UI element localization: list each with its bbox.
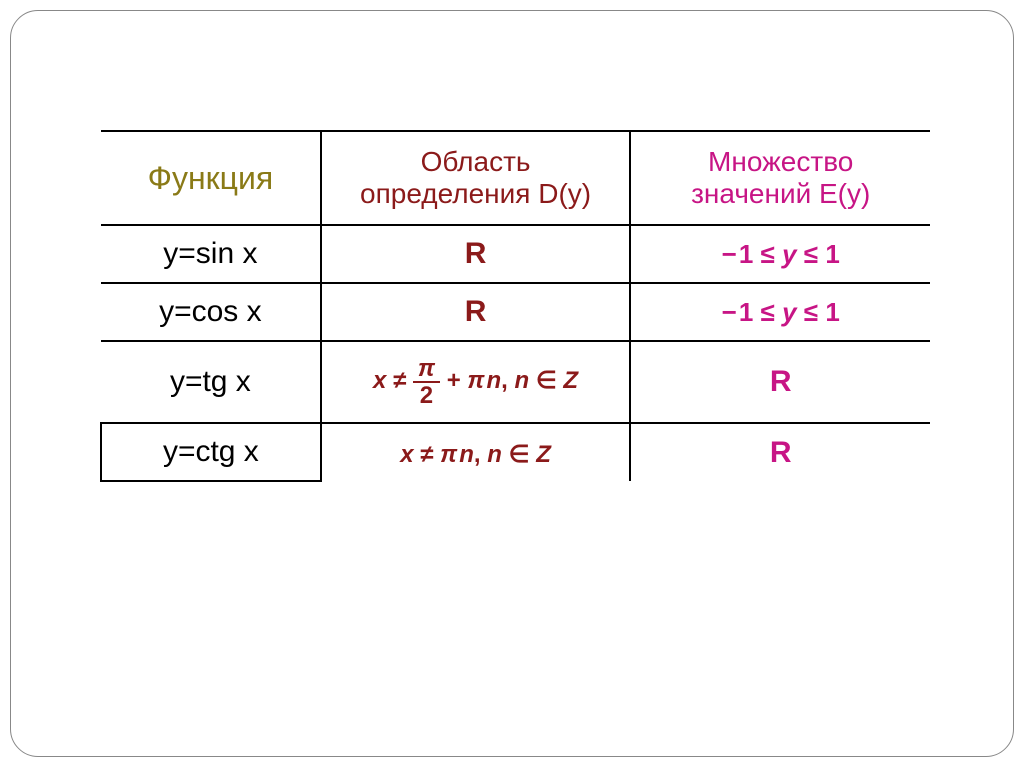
plus-sign: + <box>447 367 461 394</box>
domain-sin-value: R <box>465 237 487 270</box>
in-sign: ∈ <box>536 367 557 394</box>
col-header-domain: Область определения D(y) <box>321 131 631 225</box>
trig-functions-table: Функция Область определения D(y) Множест… <box>100 130 930 482</box>
table-row: y=ctg x x ≠ π n, n ∈ Z R <box>101 423 930 481</box>
var-x: x <box>373 367 386 394</box>
func-ctg-label: y=ctg x <box>163 435 259 468</box>
var-y: y <box>782 239 796 269</box>
le-sign: ≤ <box>761 297 775 327</box>
table-row: y=cos x R − 1 ≤ y ≤ 1 <box>101 283 930 341</box>
table-row: y=sin x R − 1 ≤ y ≤ 1 <box>101 225 930 283</box>
col-header-function-label: Функция <box>148 160 274 196</box>
table-row: y=tg x x ≠ π 2 + π n, n ∈ Z R <box>101 341 930 423</box>
le-sign: ≤ <box>804 297 818 327</box>
cell-domain-cos: R <box>321 283 631 341</box>
pi: π <box>413 356 440 383</box>
le-sign: ≤ <box>761 239 775 269</box>
cell-range-cos: − 1 ≤ y ≤ 1 <box>630 283 930 341</box>
col-header-domain-line1: Область <box>322 146 630 178</box>
set-z: Z <box>536 441 551 468</box>
one: 1 <box>739 239 753 269</box>
var-n: n <box>459 441 474 468</box>
domain-cos-value: R <box>465 295 487 328</box>
col-header-range-line2: значений E(y) <box>631 178 930 210</box>
two: 2 <box>413 383 440 408</box>
var-n: n <box>487 441 502 468</box>
comma: , <box>474 441 481 468</box>
col-header-function: Функция <box>101 131 321 225</box>
range-ctg-value: R <box>770 436 792 469</box>
table-header-row: Функция Область определения D(y) Множест… <box>101 131 930 225</box>
func-tg-label: y=tg x <box>170 365 251 398</box>
in-sign: ∈ <box>509 441 530 468</box>
range-sin-expr: − 1 ≤ y ≤ 1 <box>722 239 840 269</box>
var-x: x <box>400 441 413 468</box>
cell-func-ctg: y=ctg x <box>101 423 321 481</box>
domain-tg-expr: x ≠ π 2 + π n, n ∈ Z <box>373 367 578 394</box>
func-sin-label: y=sin x <box>163 237 257 270</box>
cell-func-tg: y=tg x <box>101 341 321 423</box>
one: 1 <box>825 239 839 269</box>
func-cos-label: y=cos x <box>159 295 262 328</box>
one: 1 <box>739 297 753 327</box>
comma: , <box>501 367 508 394</box>
cell-func-sin: y=sin x <box>101 225 321 283</box>
var-y: y <box>782 297 796 327</box>
set-z: Z <box>563 367 578 394</box>
one: 1 <box>825 297 839 327</box>
cell-range-tg: R <box>630 341 930 423</box>
ne-sign: ≠ <box>420 441 433 468</box>
ne-sign: ≠ <box>393 367 406 394</box>
col-header-range-line1: Множество <box>631 146 930 178</box>
minus-sign: − <box>722 239 737 269</box>
range-tg-value: R <box>770 365 792 398</box>
col-header-range: Множество значений E(y) <box>630 131 930 225</box>
var-n: n <box>486 367 501 394</box>
cell-range-ctg: R <box>630 423 930 481</box>
cell-func-cos: y=cos x <box>101 283 321 341</box>
cell-domain-tg: x ≠ π 2 + π n, n ∈ Z <box>321 341 631 423</box>
pi: π <box>467 367 484 394</box>
pi: π <box>440 441 457 468</box>
cell-domain-ctg: x ≠ π n, n ∈ Z <box>321 423 631 481</box>
fraction-pi-over-2: π 2 <box>413 356 440 408</box>
domain-ctg-expr: x ≠ π n, n ∈ Z <box>400 441 551 468</box>
cell-domain-sin: R <box>321 225 631 283</box>
minus-sign: − <box>722 297 737 327</box>
range-cos-expr: − 1 ≤ y ≤ 1 <box>722 297 840 327</box>
col-header-domain-line2: определения D(y) <box>322 178 630 210</box>
cell-range-sin: − 1 ≤ y ≤ 1 <box>630 225 930 283</box>
var-n: n <box>515 367 530 394</box>
le-sign: ≤ <box>804 239 818 269</box>
